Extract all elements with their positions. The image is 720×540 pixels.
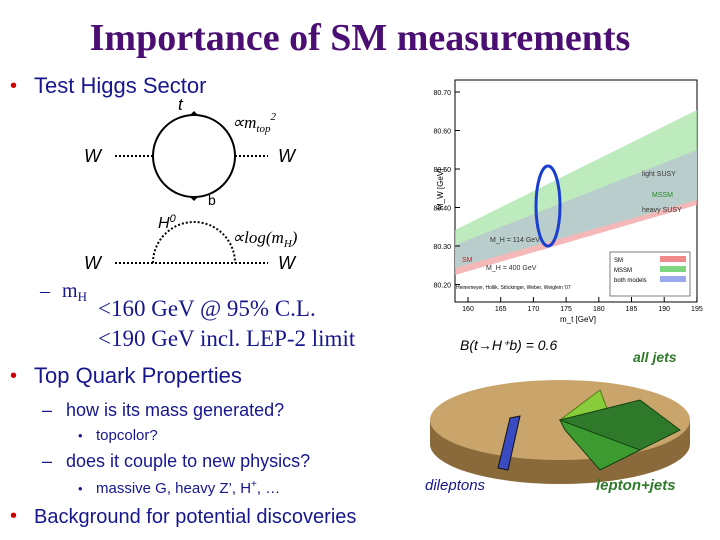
x-tick-label: 170 [528,306,540,313]
x-tick-label: 180 [593,306,605,313]
dash: – [39,280,51,302]
mw-plot: M_W [GeV] m_t [GeV] Heinemeyer, Hollik, … [433,79,703,324]
plot-label: SM [462,257,473,264]
label: ∝mtop2 [232,111,276,135]
y-tick-label: 80.60 [433,129,451,136]
x-tick-label: 160 [462,306,474,313]
bullet-text: Background for potential discoveries [34,506,356,528]
legend-label: MSSM [614,268,632,274]
x-tick-label: 190 [658,306,670,313]
axis-label: M_W [GeV] [436,169,445,210]
bullet-text: <190 GeV incl. LEP-2 limit [98,326,356,351]
diagram-higgs: H0 W W ∝log(mH) [84,213,298,273]
axis-label: m_t [GeV] [560,315,596,324]
plot-label: M_H = 400 GeV [486,265,537,272]
title: Importance of SM measurements [90,17,631,59]
bullet: • [78,481,83,496]
x-tick-label: 175 [560,306,572,313]
credit: Heinemeyer, Hollik, Stöckinger, Weber, W… [456,285,571,291]
bullet: • [10,75,17,97]
legend-swatch [660,266,686,272]
pie-title: B(t→H⁺b) = 0.6 [460,337,557,353]
bullet: • [78,428,83,443]
y-tick-label: 80.50 [433,167,451,174]
plot-label: light SUSY [642,171,676,178]
label: W [84,253,103,273]
legend-swatch [660,256,686,262]
x-tick-label: 185 [626,306,638,313]
bullet-text: massive G, heavy Z’, H+, … [96,479,280,497]
label: b [208,192,216,208]
bullet-text: topcolor? [96,427,158,444]
diagram-top: t b W W ∝mtop2 [84,95,297,208]
pie-label: all jets [633,349,677,365]
label: W [278,146,297,166]
dash: – [42,451,52,471]
legend-label: SM [614,258,623,264]
y-tick-label: 80.30 [433,244,451,251]
label: t [178,95,184,114]
pie: B(t→H⁺b) = 0.6 all jets dileptons lepton… [425,337,690,494]
y-tick-label: 80.20 [433,283,451,290]
y-tick-label: 80.40 [433,206,451,213]
bullet-text: Test Higgs Sector [34,73,206,98]
dash: – [42,400,52,420]
x-tick-label: 165 [495,306,507,313]
plot-label: M_H = 114 GeV [490,237,540,244]
bullet: • [10,505,17,527]
bullet-text: how is its mass generated? [66,400,284,420]
label: W [84,146,103,166]
bullet-text: Top Quark Properties [34,363,242,388]
legend-label: both models [614,278,647,284]
bullet-text: mH [62,280,87,304]
bullet: • [10,365,17,387]
pie-label: dileptons [425,477,486,494]
y-tick-label: 80.70 [433,90,451,97]
label: H0 [158,213,177,232]
label: ∝log(mH) [232,228,298,250]
pie-label: lepton+jets [596,477,676,494]
x-tick-label: 195 [691,306,703,313]
bullet-text: does it couple to new physics? [66,451,310,471]
legend-swatch [660,276,686,282]
bullet-text: <160 GeV @ 95% C.L. [98,296,316,321]
plot-label: MSSM [652,192,673,199]
plot-label: heavy SUSY [642,207,682,214]
label: W [278,253,297,273]
